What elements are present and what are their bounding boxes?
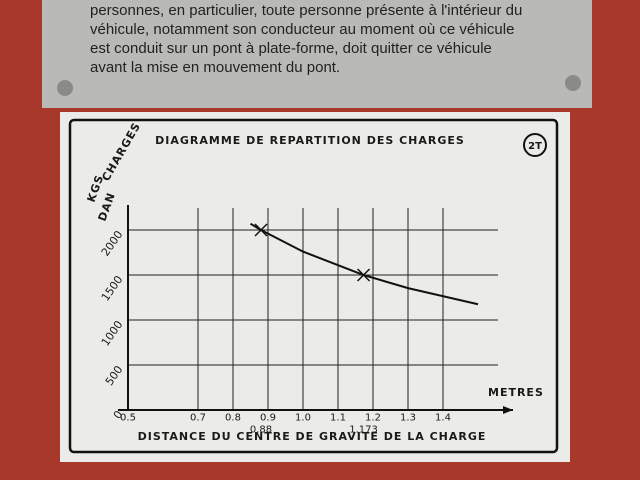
x-tick-label: 0.8 xyxy=(225,412,241,423)
rivet xyxy=(57,80,73,96)
x-tick-label: 1.2 xyxy=(365,412,381,423)
plate-line: personnes, en particulier, toute personn… xyxy=(90,2,522,19)
point-x-label: 0.88 xyxy=(250,424,272,435)
plate-line: véhicule, notamment son conducteur au mo… xyxy=(90,21,514,38)
chart-title: DIAGRAMME DE REPARTITION DES CHARGES xyxy=(155,134,465,147)
sign-frame xyxy=(68,118,559,454)
plate-line: est conduit sur un pont à plate-forme, d… xyxy=(90,40,492,57)
x-tick-label: 1.4 xyxy=(435,412,451,423)
point-marker xyxy=(254,223,268,237)
sign xyxy=(60,112,570,462)
x-title: DISTANCE DU CENTRE DE GRAVITE DE LA CHAR… xyxy=(138,430,487,443)
point-x-label: 1.173 xyxy=(349,424,378,435)
x-arrow xyxy=(503,406,513,414)
x-tick-label: 1.1 xyxy=(330,412,346,423)
x-tick-label: 0.5 xyxy=(120,412,136,423)
badge: 2T xyxy=(528,141,542,152)
point-marker xyxy=(357,268,371,282)
x-label: METRES xyxy=(488,386,544,399)
rivet xyxy=(565,75,581,91)
metal-plate xyxy=(42,0,592,108)
x-tick-label: 1.0 xyxy=(295,412,311,423)
x-tick-label: 0.9 xyxy=(260,412,276,423)
x-tick-label: 1.3 xyxy=(400,412,416,423)
plate-line: avant la mise en mouvement du pont. xyxy=(90,59,340,76)
plate-text: Il est interdit d'utiliser un pont éléva… xyxy=(90,2,522,76)
x-tick-label: 0.7 xyxy=(190,412,206,423)
badge-circle xyxy=(523,133,547,157)
